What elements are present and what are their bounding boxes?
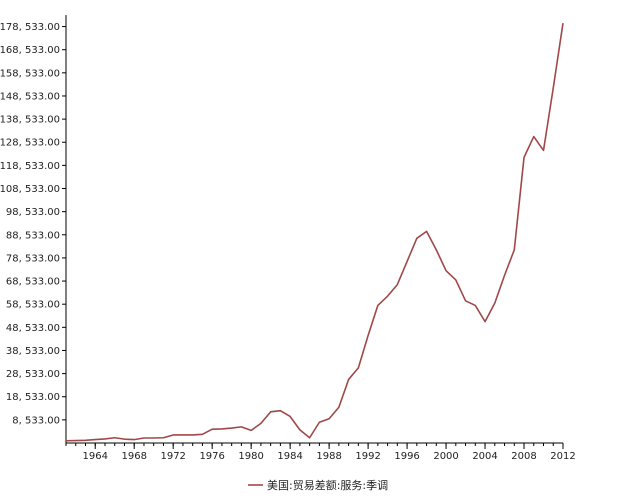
x-tick-label: 1992: [355, 451, 380, 462]
legend-label: 美国:贸易差额:服务:季调: [267, 478, 388, 492]
x-tick-label: 1996: [394, 451, 419, 462]
y-tick-label: 128, 533.00: [0, 138, 60, 149]
y-tick-label: 38, 533.00: [6, 346, 60, 357]
series-layer: [65, 23, 564, 442]
y-tick-label: 158, 533.00: [0, 68, 60, 79]
x-tick-label: 2000: [433, 451, 458, 462]
y-tick-label: 78, 533.00: [6, 253, 60, 264]
legend: 美国:贸易差额:服务:季调: [248, 478, 388, 492]
y-tick-label: 168, 533.00: [0, 45, 60, 56]
y-tick-label: 88, 533.00: [6, 230, 60, 241]
x-tick-label: 1972: [160, 451, 185, 462]
x-tick-label: 1968: [121, 451, 146, 462]
series-line: [65, 23, 564, 442]
y-tick-label: 58, 533.00: [6, 300, 60, 311]
y-tick-label: 118, 533.00: [0, 161, 60, 172]
y-tick-label: 148, 533.00: [0, 91, 60, 102]
y-tick-label: 48, 533.00: [6, 323, 60, 334]
y-tick-label: 178, 533.00: [0, 22, 60, 33]
x-tick-label: 1976: [199, 451, 224, 462]
x-tick-label: 2012: [550, 451, 575, 462]
y-tick-label: 108, 533.00: [0, 184, 60, 195]
x-tick-label: 1984: [277, 451, 302, 462]
y-tick-label: 98, 533.00: [6, 207, 60, 218]
x-tick-label: 1964: [83, 451, 108, 462]
x-axis: 1964 1968 1972 1976 1980 1984 1988 1992 1996 2000…: [65, 442, 576, 462]
y-tick-label: 18, 533.00: [6, 392, 60, 403]
y-tick-label: 8, 533.00: [12, 415, 60, 426]
y-axis: 8, 533.00 18, 533.00 28, 533.00 38, 533.00 4…: [0, 15, 67, 443]
x-tick-label: 2008: [511, 451, 536, 462]
y-tick-label: 68, 533.00: [6, 277, 60, 288]
x-tick-label: 1988: [316, 451, 341, 462]
x-tick-label: 1980: [238, 451, 263, 462]
y-tick-label: 138, 533.00: [0, 115, 60, 126]
y-tick-label: 28, 533.00: [6, 369, 60, 380]
x-tick-label: 2004: [472, 451, 497, 462]
